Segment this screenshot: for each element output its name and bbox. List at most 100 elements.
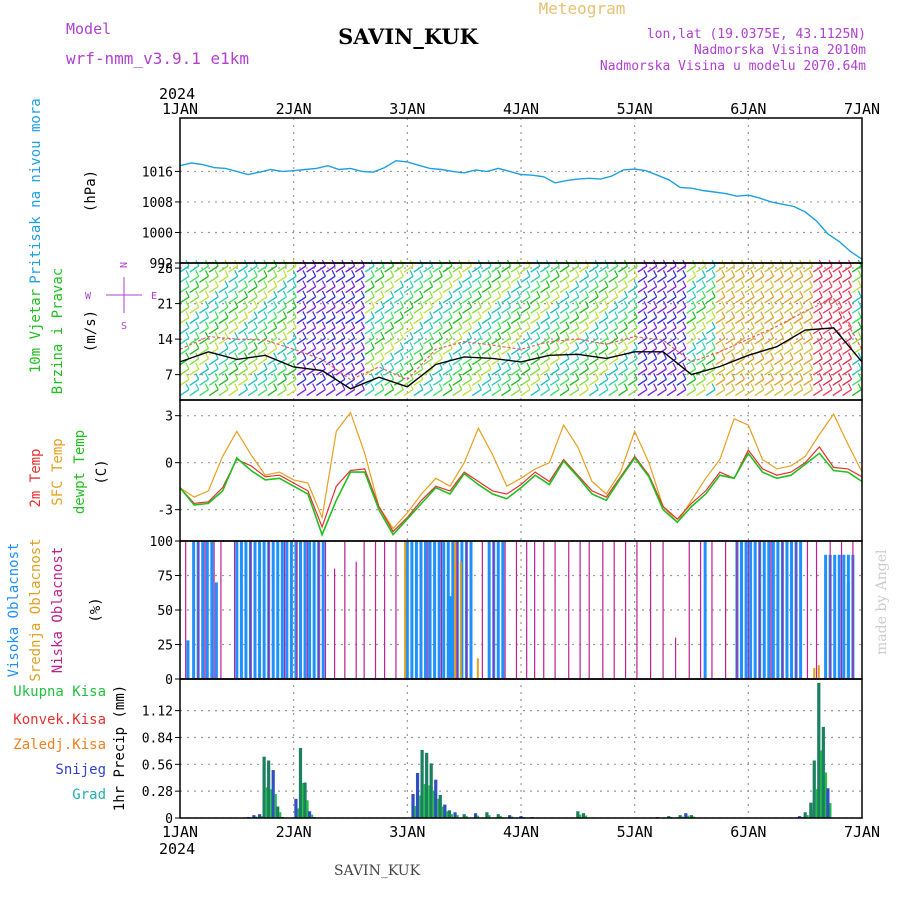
wind-barb — [637, 389, 648, 397]
wind-barb — [588, 327, 599, 335]
wind-barb-flag — [828, 331, 833, 339]
wind-barb-flag — [438, 352, 443, 359]
precip-bar — [462, 814, 466, 818]
wind-barb — [345, 378, 356, 386]
wind-barb-flag — [497, 331, 502, 339]
wind-barb-flag — [604, 270, 609, 277]
wind-barb-flag — [429, 331, 434, 339]
wind-barb-flag — [740, 321, 745, 329]
wind-barb — [734, 265, 745, 273]
wind-barb — [432, 358, 443, 366]
high-cloud-bar — [280, 541, 284, 679]
wind-barb-flag — [477, 300, 482, 308]
wind-barb — [647, 358, 658, 366]
wind-barb — [208, 358, 219, 366]
wind-barb — [637, 337, 648, 345]
wind-barb-flag — [204, 280, 210, 287]
wind-barb — [306, 378, 317, 386]
wind-barb — [510, 368, 521, 376]
wind-barb-flag — [653, 290, 658, 298]
wind-barb — [822, 358, 833, 366]
wind-barb — [491, 347, 502, 355]
wind-barb-flag — [857, 383, 862, 390]
wind-barb — [452, 306, 463, 314]
wind-barb-flag — [740, 383, 745, 390]
high-cloud-bar — [753, 541, 757, 679]
wind-barb — [413, 316, 424, 325]
wind-barb-flag — [497, 352, 502, 359]
wind-barb-flag — [701, 383, 706, 390]
wind-barb-flag — [263, 373, 268, 380]
high-cloud-bar — [308, 541, 312, 679]
wind-barb — [822, 337, 833, 345]
wind-barb — [238, 358, 248, 366]
wind-barb — [247, 378, 258, 386]
wind-barb-flag — [477, 280, 482, 287]
wind-barb — [481, 306, 492, 314]
wind-barb — [540, 316, 550, 325]
wind-barb-flag — [662, 362, 667, 370]
wind-barb-flag — [731, 362, 736, 370]
wind-barb-flag — [828, 383, 833, 390]
wind-barb-flag — [282, 362, 287, 370]
wind-barb-flag — [497, 383, 502, 390]
wind-barb — [705, 286, 716, 294]
wind-barb-flag — [253, 342, 258, 349]
wind-barb-flag — [224, 362, 229, 370]
wind-barb-flag — [302, 270, 307, 277]
wind-barb — [325, 389, 336, 397]
wind-barb — [238, 286, 248, 294]
wind-barb — [715, 296, 726, 304]
wind-barb-flag — [526, 331, 531, 339]
wind-barb — [637, 275, 648, 283]
precip-bar — [429, 763, 433, 818]
wind-barb — [754, 358, 765, 366]
wind-barb — [218, 389, 229, 397]
high-cloud-bar — [214, 582, 218, 679]
wind-barb-flag — [409, 321, 414, 329]
wind-barb-flag — [351, 270, 356, 277]
wind-barb — [413, 286, 424, 294]
wind-barb-flag — [672, 290, 677, 298]
precip-bar — [411, 794, 415, 818]
wind-barb — [179, 368, 190, 376]
wind-barb-flag — [234, 331, 239, 339]
wind-barb-flag — [692, 280, 697, 287]
wind-barb-flag — [545, 362, 551, 370]
wind-barb-flag — [302, 383, 307, 390]
wind-barb — [559, 358, 570, 366]
wind-barb-flag — [711, 321, 716, 329]
wind-barb — [491, 378, 502, 386]
wind-barb-flag — [224, 321, 229, 329]
wind-barb — [501, 337, 511, 345]
wind-barb — [754, 265, 765, 273]
wind-barb-flag — [360, 321, 365, 329]
wind-barb — [725, 296, 735, 304]
wind-barb-flag — [234, 280, 239, 287]
wind-barb — [452, 337, 463, 345]
wind-barb — [393, 306, 404, 314]
wind-barb — [705, 347, 716, 355]
wind-barb — [257, 337, 268, 345]
wind-barb-flag — [351, 311, 356, 318]
wind-barb — [432, 368, 443, 376]
wind-barb — [822, 347, 833, 355]
wind-barb-flag — [847, 362, 853, 370]
precip-bar — [307, 811, 312, 818]
wind-barb — [442, 378, 453, 386]
wind-barb-flag — [809, 311, 814, 318]
precip-bar-total — [446, 811, 449, 818]
wind-barb-flag — [419, 342, 424, 349]
wind-barb — [734, 306, 745, 314]
wind-barb-flag — [594, 300, 599, 308]
wind-barb-flag — [565, 352, 570, 359]
precip-bar-total — [815, 789, 818, 818]
wind-barb-flag — [779, 311, 784, 318]
wind-barb-flag — [419, 362, 424, 370]
wind-barb — [754, 286, 765, 294]
wind-barb-flag — [506, 280, 512, 287]
wind-barb-flag — [779, 373, 784, 380]
wind-barb-flag — [682, 383, 687, 390]
wind-barb — [199, 316, 209, 325]
wind-barb — [452, 347, 463, 355]
